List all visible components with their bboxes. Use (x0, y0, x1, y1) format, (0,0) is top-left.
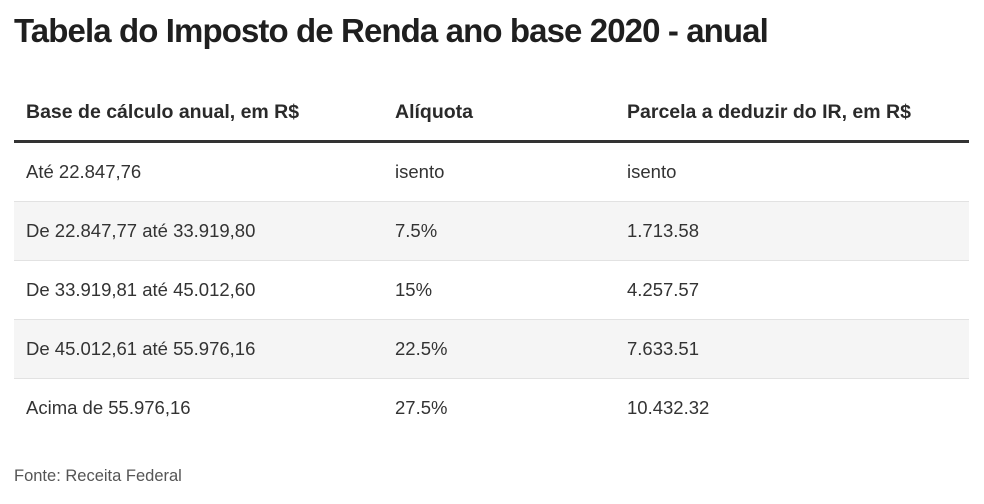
source-note: Fonte: Receita Federal (14, 467, 182, 485)
table-cell-aliquota: isento (395, 161, 445, 182)
table-cell-base: De 33.919,81 até 45.012,60 (26, 279, 256, 300)
table-row: De 33.919,81 até 45.012,60 15% 4.257.57 (14, 261, 969, 320)
table-cell-base: De 22.847,77 até 33.919,80 (26, 220, 256, 241)
table-row: Acima de 55.976,16 27.5% 10.432.32 (14, 379, 969, 437)
table-row: De 45.012,61 até 55.976,16 22.5% 7.633.5… (14, 320, 969, 379)
column-header-parcela: Parcela a deduzir do IR, em R$ (627, 100, 911, 123)
table-header-row: Base de cálculo anual, em R$ Alíquota Pa… (14, 84, 969, 143)
table-cell-aliquota: 7.5% (395, 220, 438, 241)
table-row: De 22.847,77 até 33.919,80 7.5% 1.713.58 (14, 202, 969, 261)
table-cell-parcela: 4.257.57 (627, 279, 700, 300)
table-cell-parcela: 7.633.51 (627, 338, 700, 359)
column-header-aliquota: Alíquota (395, 100, 473, 123)
table-cell-parcela: isento (627, 161, 677, 182)
table-cell-parcela: 1.713.58 (627, 220, 700, 241)
table-cell-base: Acima de 55.976,16 (26, 397, 191, 418)
table-cell-base: Até 22.847,76 (26, 161, 142, 182)
table-cell-parcela: 10.432.32 (627, 397, 710, 418)
table-cell-aliquota: 22.5% (395, 338, 448, 359)
table-cell-aliquota: 27.5% (395, 397, 448, 418)
table-cell-aliquota: 15% (395, 279, 433, 300)
column-header-base: Base de cálculo anual, em R$ (26, 100, 300, 123)
tax-table: Base de cálculo anual, em R$ Alíquota Pa… (14, 84, 969, 437)
page-title: Tabela do Imposto de Renda ano base 2020… (14, 12, 769, 49)
table-cell-base: De 45.012,61 até 55.976,16 (26, 338, 256, 359)
table-row: Até 22.847,76 isento isento (14, 143, 969, 202)
